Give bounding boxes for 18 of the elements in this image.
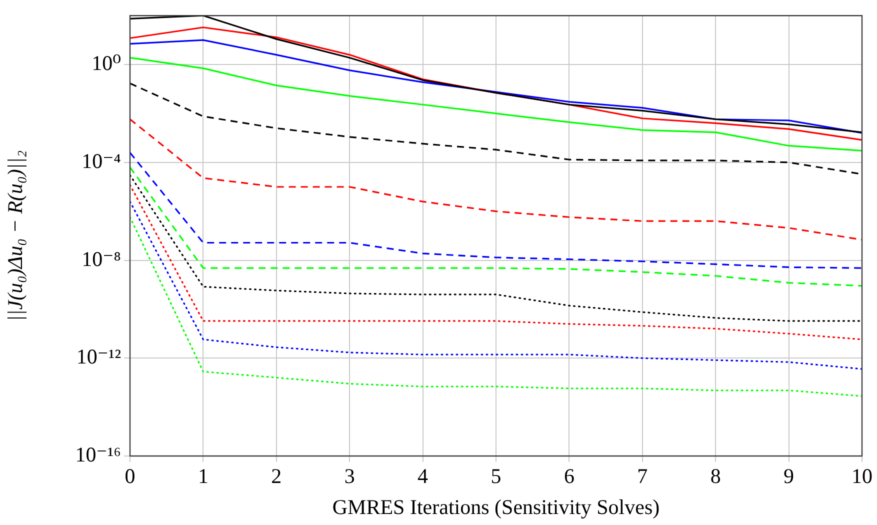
x-tick-label: 9 [784,464,794,488]
x-tick-label: 2 [271,464,282,488]
x-tick-label: 10 [852,464,872,488]
x-tick-label: 3 [344,464,355,488]
x-tick-label: 6 [564,464,574,488]
x-tick-label: 8 [710,464,721,488]
x-axis-title: GMRES Iterations (Sensitivity Solves) [332,494,660,519]
x-tick-label: 7 [637,464,648,488]
x-tick-label: 4 [418,464,429,488]
y-tick-label: 10⁻⁸ [82,246,121,271]
y-tick-label: 10⁻¹² [76,344,121,369]
x-tick-label: 0 [124,464,136,488]
x-tick-label: 5 [490,464,502,488]
y-tick-label: 10⁻¹⁶ [75,442,121,467]
y-axis-title: ||J(u₀)Δu₀ − R(u₀)||₂ [3,150,28,322]
y-tick-label: 10⁻⁴ [82,148,121,173]
x-tick-label: 1 [198,464,208,488]
y-tick-label: 10⁰ [92,51,121,76]
